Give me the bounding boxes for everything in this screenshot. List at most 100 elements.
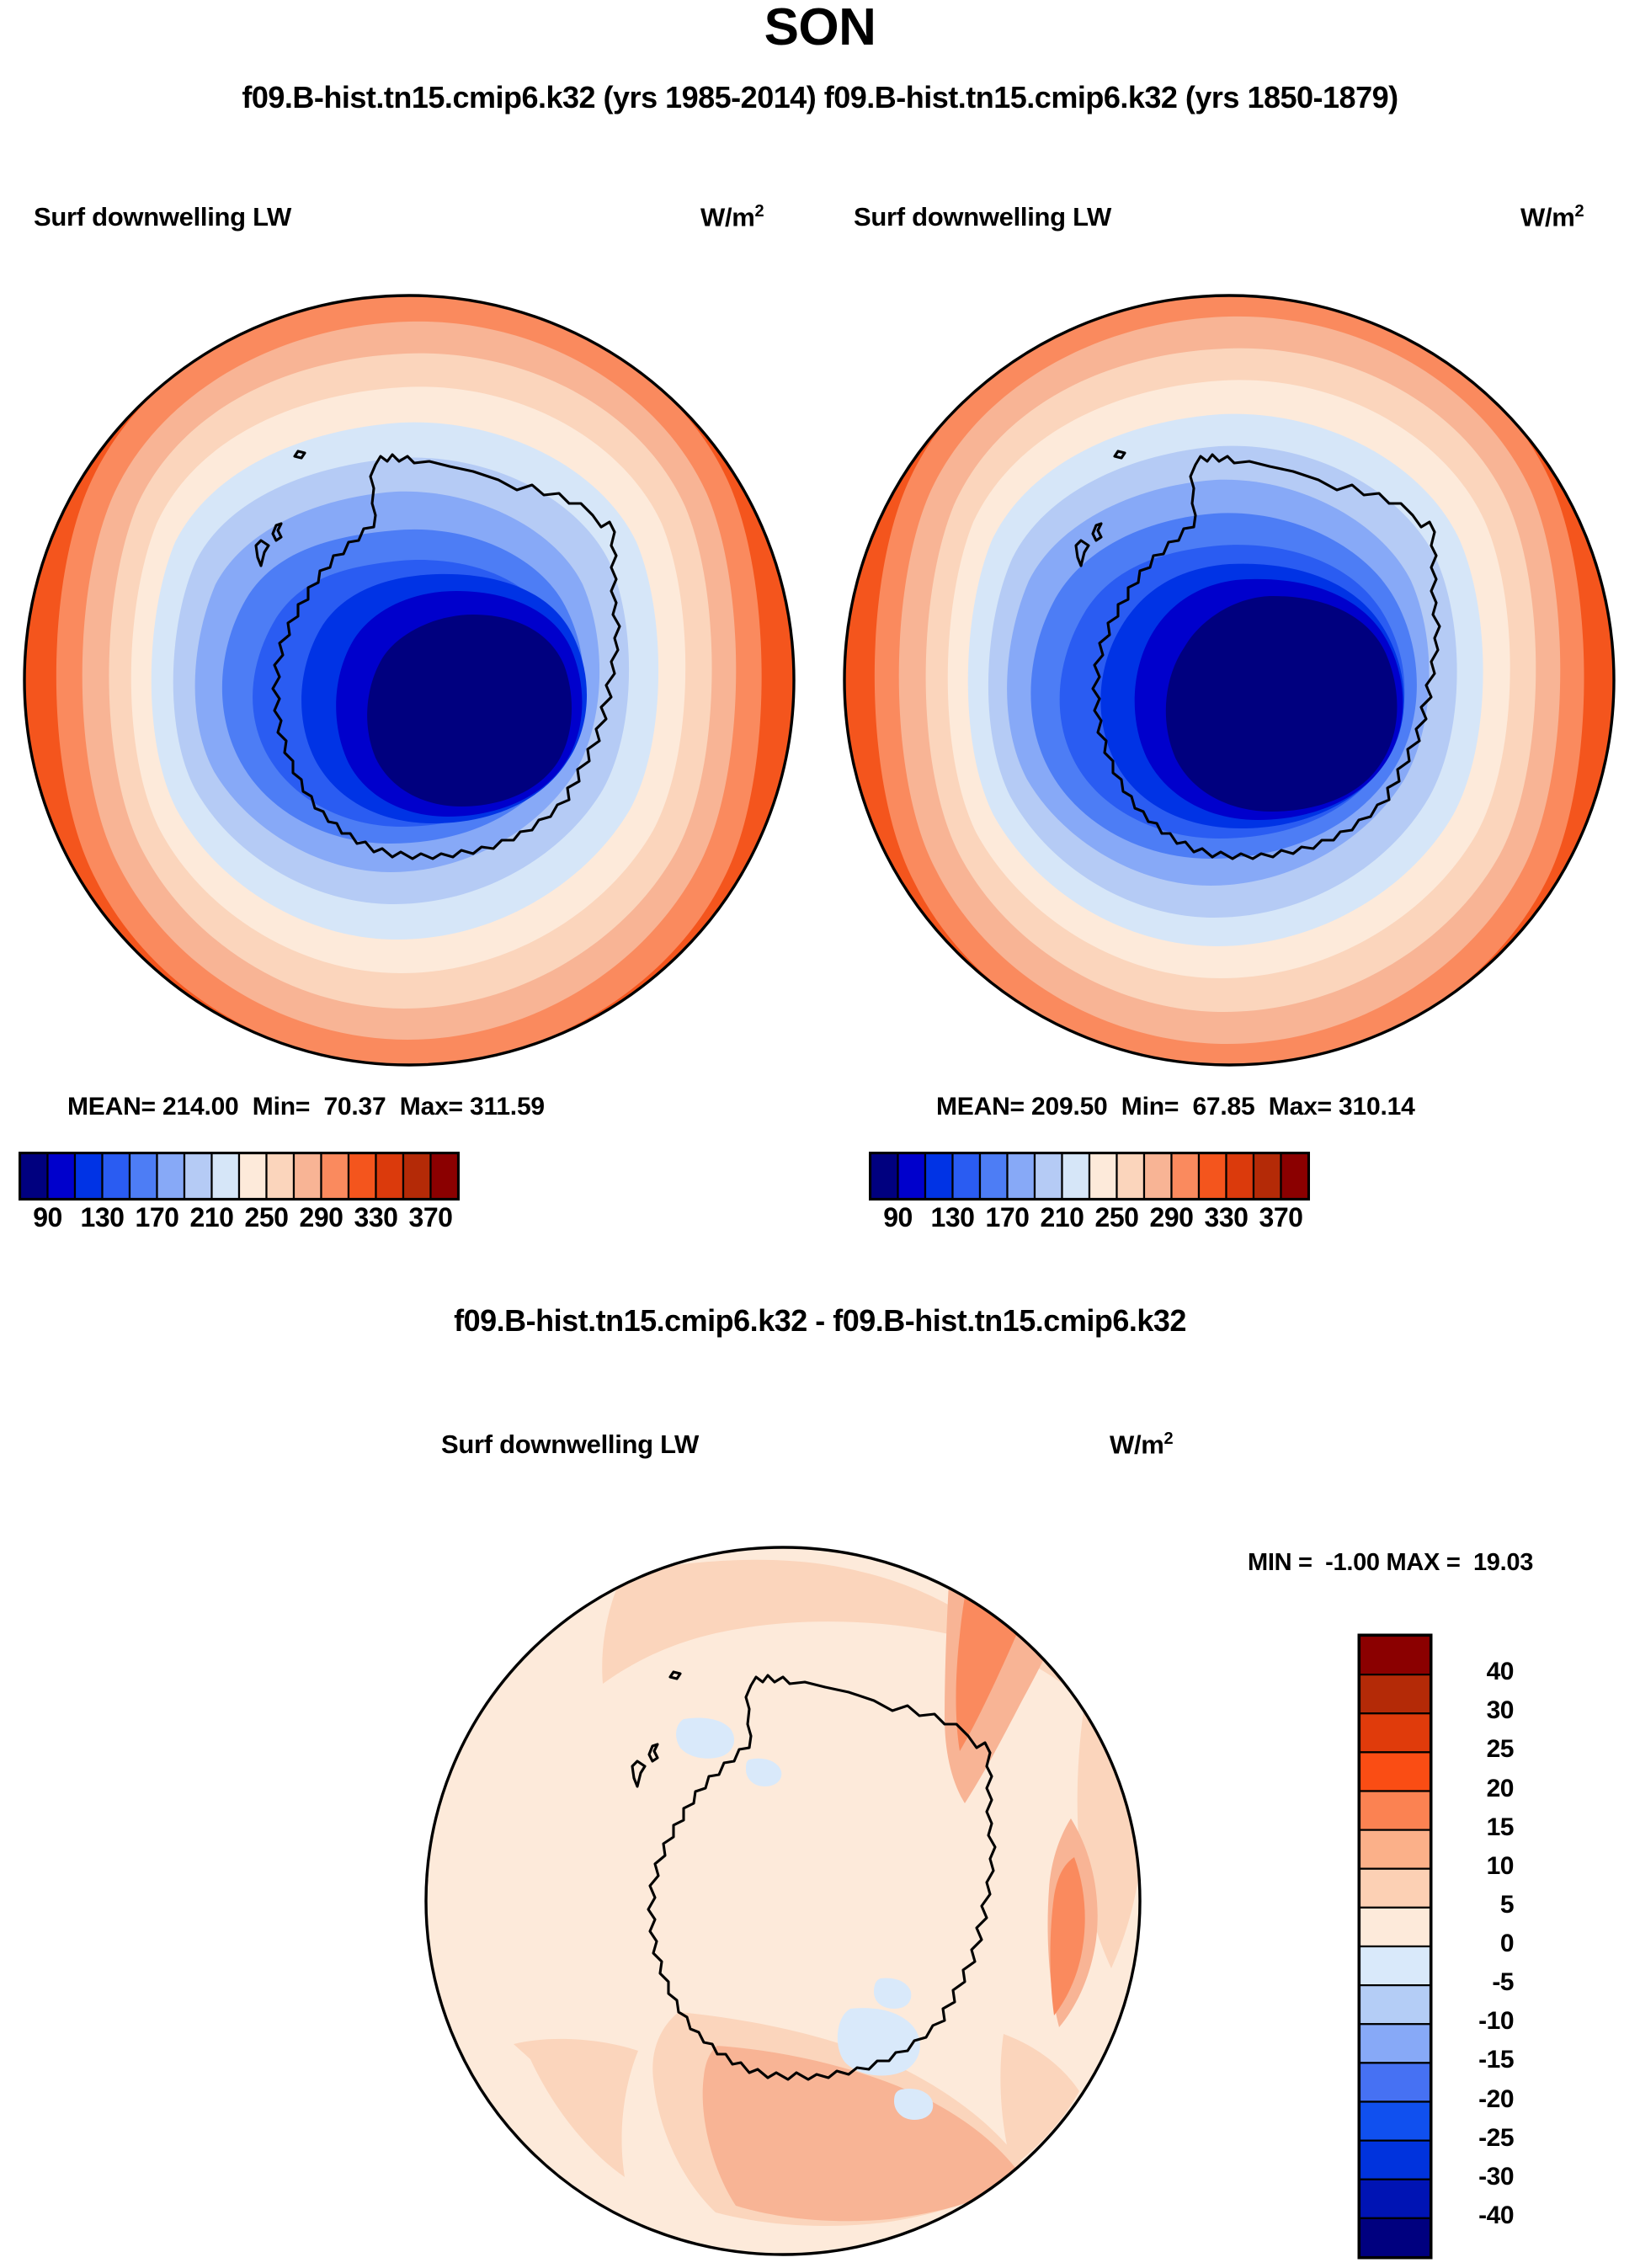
colorbar-tick-label: 0 bbox=[1499, 1930, 1515, 1957]
colorbar-tick-label: -30 bbox=[1478, 2162, 1514, 2191]
colorbar-tick-label: 210 bbox=[189, 1202, 234, 1232]
diff-units-text: W/m bbox=[1110, 1429, 1164, 1460]
colorbar-cell bbox=[320, 1152, 350, 1201]
colorbar-cell bbox=[101, 1152, 131, 1201]
colorbar-cell bbox=[1033, 1152, 1063, 1201]
colorbar-cell bbox=[46, 1152, 77, 1201]
colorbar-tick-label: 15 bbox=[1486, 1813, 1515, 1841]
colorbar-cell bbox=[1061, 1152, 1091, 1201]
colorbar-tick-label: -10 bbox=[1478, 2007, 1514, 2036]
colorbar-tick-label: 370 bbox=[1259, 1202, 1303, 1232]
colorbar-cell bbox=[19, 1152, 49, 1201]
colorbar-cell bbox=[1358, 1867, 1432, 1909]
colorbar-cell bbox=[128, 1152, 158, 1201]
colorbar-tick-label: -5 bbox=[1492, 1968, 1514, 1997]
diff-map-contours bbox=[426, 1547, 1140, 2255]
colorbar-cell bbox=[1116, 1152, 1146, 1201]
left-map-border bbox=[23, 294, 796, 1067]
right-panel-variable-label: Surf downwelling LW bbox=[854, 202, 1111, 232]
colorbar-tick-label: 30 bbox=[1486, 1696, 1515, 1725]
diff-panel-units-label: W/m2 bbox=[1110, 1429, 1174, 1460]
right-peninsula bbox=[1074, 450, 1126, 567]
colorbar-cell bbox=[1170, 1152, 1201, 1201]
colorbar-cell bbox=[237, 1152, 268, 1201]
left-colorbar-svg bbox=[19, 1152, 460, 1201]
colorbar-cell bbox=[1358, 2100, 1432, 2142]
colorbar-cell bbox=[1358, 1945, 1432, 1987]
colorbar-cell bbox=[978, 1152, 1009, 1201]
left-panel-stats: MEAN= 214.00 Min= 70.37 Max= 311.59 bbox=[67, 1093, 545, 1121]
colorbar-cell bbox=[73, 1152, 104, 1201]
colorbar-cell bbox=[183, 1152, 213, 1201]
colorbar-tick-label: -40 bbox=[1478, 2201, 1514, 2229]
colorbar-tick-label: 330 bbox=[354, 1202, 398, 1232]
colorbar-tick-label: -15 bbox=[1478, 2046, 1514, 2074]
colorbar-cell bbox=[1358, 1712, 1432, 1754]
colorbar-cell bbox=[924, 1152, 954, 1201]
colorbar-cell bbox=[1006, 1152, 1036, 1201]
colorbar-cell bbox=[1358, 2023, 1432, 2064]
colorbar-tick-label: 250 bbox=[1094, 1202, 1139, 1232]
diff-coastline bbox=[647, 1674, 997, 2081]
right-panel-stats: MEAN= 209.50 Min= 67.85 Max= 310.14 bbox=[936, 1093, 1415, 1121]
colorbar-tick-label: 170 bbox=[985, 1202, 1030, 1232]
diff-colorbar-svg bbox=[1357, 1633, 1433, 2260]
colorbar-tick-label: 90 bbox=[883, 1202, 913, 1232]
colorbar-cell bbox=[156, 1152, 186, 1201]
left-map-panel bbox=[12, 278, 807, 1086]
left-colorbar-ticks: 90 130 170 210 250 290 330 370 bbox=[19, 1202, 460, 1243]
right-colorbar-svg bbox=[869, 1152, 1310, 1201]
left-panel-units-label: W/m2 bbox=[700, 202, 764, 232]
colorbar-cell bbox=[897, 1152, 927, 1201]
colorbar-cell bbox=[375, 1152, 405, 1201]
diff-minmax-label: MIN = -1.00 MAX = 19.03 bbox=[1248, 1549, 1534, 1576]
colorbar-cell bbox=[1252, 1152, 1282, 1201]
page-title: SON bbox=[764, 0, 876, 56]
colorbar-tick-label: 10 bbox=[1486, 1851, 1515, 1880]
colorbar-tick-label: 250 bbox=[244, 1202, 289, 1232]
right-map-contours bbox=[844, 295, 1614, 1065]
left-panel-variable-label: Surf downwelling LW bbox=[34, 202, 291, 232]
colorbar-tick-label: 210 bbox=[1040, 1202, 1084, 1232]
colorbar-cell bbox=[1142, 1152, 1173, 1201]
colorbar-cell bbox=[869, 1152, 899, 1201]
diff-colorbar[interactable] bbox=[1357, 1633, 1435, 2260]
right-colorbar[interactable] bbox=[869, 1152, 1315, 1201]
diff-units-exponent: 2 bbox=[1163, 1429, 1174, 1448]
right-panel-units-label: W/m2 bbox=[1520, 202, 1584, 232]
diff-map-svg bbox=[424, 1546, 1142, 2256]
colorbar-cell bbox=[1358, 1984, 1432, 2026]
colorbar-tick-label: 90 bbox=[33, 1202, 62, 1232]
right-map-svg bbox=[843, 294, 1616, 1067]
colorbar-tick-label: 130 bbox=[930, 1202, 975, 1232]
left-units-text: W/m bbox=[700, 202, 755, 232]
diff-section-title: f09.B-hist.tn15.cmip6.k32 - f09.B-hist.t… bbox=[454, 1303, 1186, 1338]
colorbar-tick-label: 330 bbox=[1204, 1202, 1249, 1232]
colorbar-cell bbox=[1358, 1751, 1432, 1792]
left-colorbar[interactable] bbox=[19, 1152, 465, 1201]
colorbar-cell bbox=[1358, 2217, 1432, 2259]
colorbar-cell bbox=[1197, 1152, 1227, 1201]
left-coastline bbox=[271, 453, 621, 860]
colorbar-cell bbox=[951, 1152, 982, 1201]
diff-peninsula bbox=[631, 1670, 682, 1788]
colorbar-tick-label: 25 bbox=[1486, 1735, 1515, 1764]
colorbar-tick-label: 20 bbox=[1486, 1774, 1515, 1802]
diff-colorbar-ticks: 40 30 25 20 15 10 5 0 -5 -10 -15 -20 -25 -30 -40 bbox=[1441, 1633, 1542, 2260]
colorbar-cell bbox=[1358, 1906, 1432, 1948]
colorbar-cell bbox=[1358, 2062, 1432, 2103]
colorbar-tick-label: 130 bbox=[80, 1202, 125, 1232]
colorbar-tick-label: 290 bbox=[1149, 1202, 1194, 1232]
left-units-exponent: 2 bbox=[754, 202, 764, 221]
colorbar-tick-label: 5 bbox=[1499, 1890, 1515, 1919]
colorbar-cell bbox=[1358, 1634, 1432, 1676]
right-map-panel bbox=[832, 278, 1627, 1086]
colorbar-tick-label: 40 bbox=[1486, 1658, 1515, 1686]
left-map-contours bbox=[24, 295, 794, 1065]
right-colorbar-ticks: 90 130 170 210 250 290 330 370 bbox=[869, 1202, 1310, 1243]
colorbar-tick-label: 370 bbox=[408, 1202, 453, 1232]
colorbar-cell bbox=[1358, 2178, 1432, 2219]
colorbar-cell bbox=[1358, 1829, 1432, 1870]
colorbar-tick-label: 290 bbox=[299, 1202, 343, 1232]
right-units-text: W/m bbox=[1520, 202, 1575, 232]
